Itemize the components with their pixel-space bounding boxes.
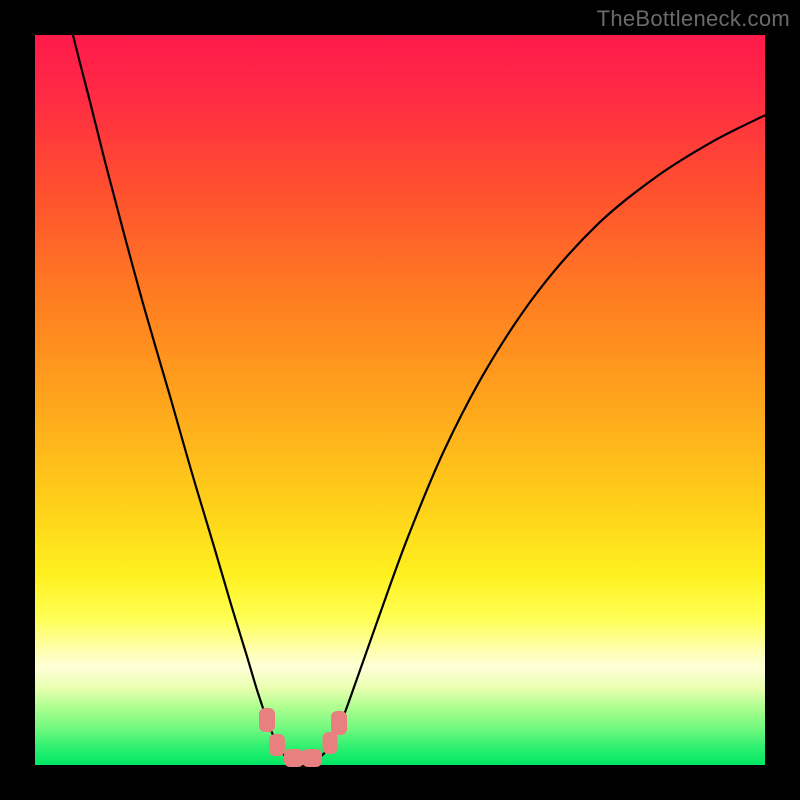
gradient-background: [35, 35, 765, 765]
watermark-label: TheBottleneck.com: [597, 6, 790, 32]
curve-marker-1: [269, 734, 285, 756]
plot-area: [35, 35, 765, 765]
curve-marker-4: [322, 732, 337, 754]
curve-marker-0: [259, 708, 275, 732]
curve-marker-2: [284, 749, 304, 767]
curve-marker-5: [331, 711, 347, 735]
curve-marker-3: [302, 749, 322, 767]
